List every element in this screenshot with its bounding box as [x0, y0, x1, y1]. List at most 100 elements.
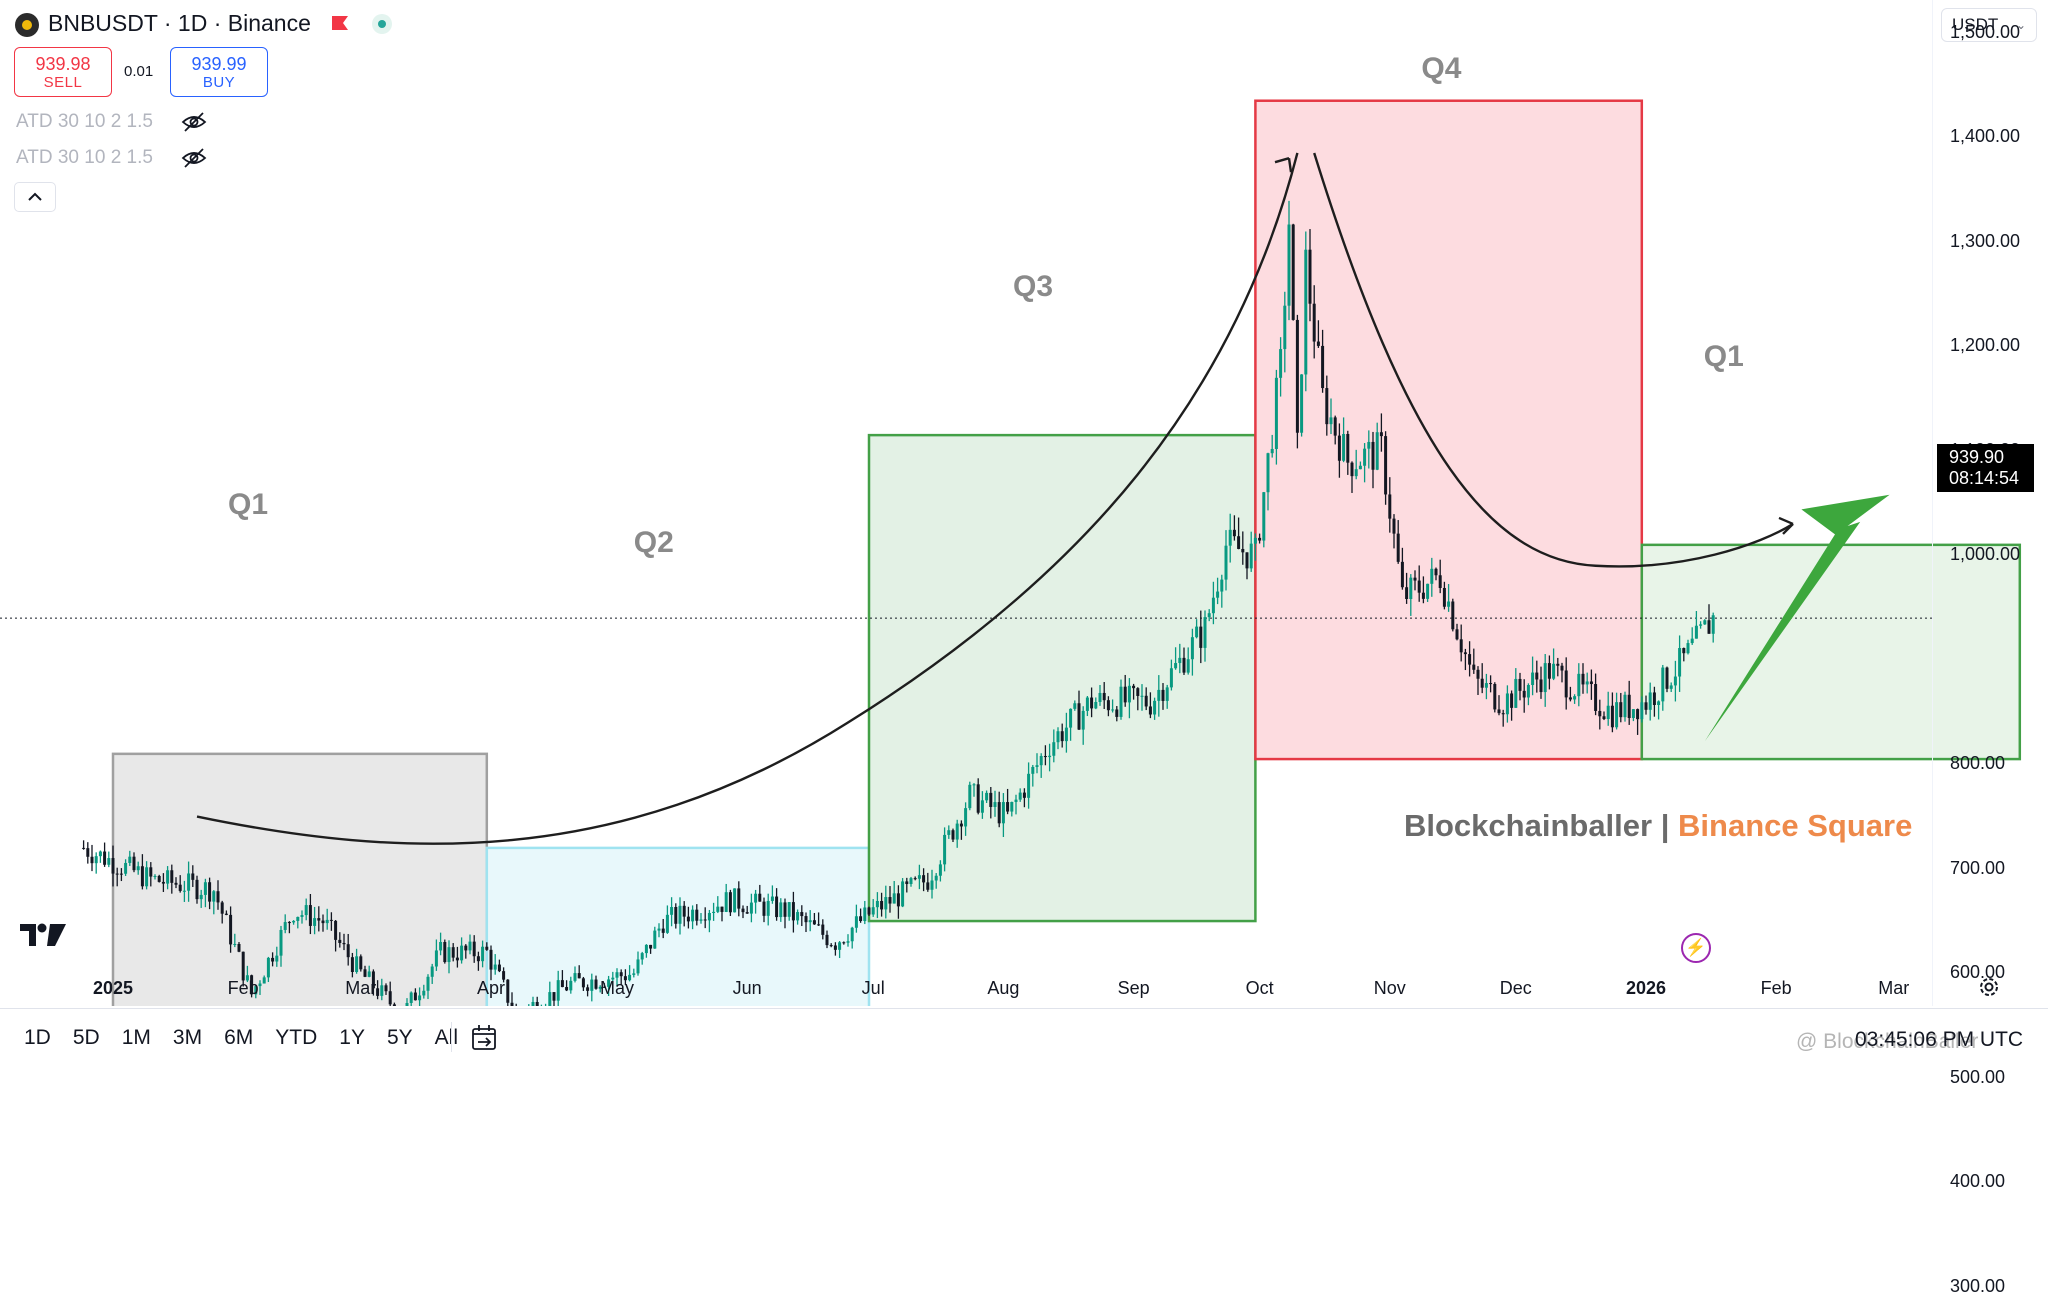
candle-body: [229, 914, 233, 945]
candle-body: [791, 902, 795, 921]
candle-body: [346, 944, 350, 958]
collapse-legend-button[interactable]: [14, 182, 56, 212]
candle-body: [817, 924, 821, 926]
candle-body: [1476, 669, 1480, 679]
candle-body: [573, 973, 577, 981]
range-button-5d[interactable]: 5D: [72, 1026, 100, 1049]
range-button-1m[interactable]: 1M: [121, 1026, 151, 1049]
range-button-all[interactable]: All: [434, 1026, 458, 1049]
eye-off-icon[interactable]: [181, 147, 207, 169]
tradingview-logo-icon[interactable]: [20, 922, 68, 948]
candle-body: [838, 942, 842, 950]
candle-body: [1279, 349, 1283, 378]
candle-body: [1228, 529, 1232, 546]
candle-body: [237, 943, 241, 952]
eye-off-icon[interactable]: [181, 111, 207, 133]
candle-body: [380, 985, 384, 996]
candle-body: [149, 867, 153, 877]
candle-body: [863, 907, 867, 922]
candle-body: [413, 992, 417, 1001]
candle-body: [359, 956, 363, 970]
candle-body: [132, 856, 136, 871]
candle-body: [1132, 685, 1136, 689]
candle-body: [854, 916, 858, 928]
candle-body: [1426, 583, 1430, 599]
watermark: Blockchainballer | Binance Square: [1404, 808, 1912, 844]
range-button-6m[interactable]: 6M: [224, 1026, 254, 1049]
range-button-ytd[interactable]: YTD: [275, 1026, 318, 1049]
range-button-5y[interactable]: 5Y: [386, 1026, 413, 1049]
candle-body: [745, 912, 749, 914]
sell-button[interactable]: 939.98 SELL: [14, 47, 112, 97]
candle-body: [1673, 676, 1677, 686]
indicator-legend-2[interactable]: ATD 30 10 2 1.5: [16, 147, 153, 168]
candle-body: [800, 912, 804, 917]
candle-body: [699, 919, 703, 921]
candle-body: [1627, 694, 1631, 718]
candle-body: [926, 882, 930, 890]
candle-body: [1434, 568, 1438, 576]
price-tick-label: 500.00: [1950, 1066, 2006, 1087]
gear-icon[interactable]: [1977, 975, 2001, 999]
quarter-box-3[interactable]: [867, 433, 1257, 923]
candle-body: [493, 964, 497, 970]
candle-body: [707, 912, 711, 921]
candle-body: [279, 929, 283, 956]
candle-body: [1573, 696, 1577, 700]
symbol-title[interactable]: BNBUSDT · 1D · Binance: [48, 10, 311, 36]
candle-body: [896, 893, 900, 907]
range-button-1d[interactable]: 1D: [24, 1026, 51, 1049]
candle-body: [182, 890, 186, 892]
candle-body: [787, 902, 791, 917]
fall-arc-arrow[interactable]: [1313, 152, 1794, 568]
fall-arrowhead[interactable]: [1778, 516, 1794, 535]
range-button-1y[interactable]: 1Y: [339, 1026, 365, 1049]
quarter-box-4[interactable]: [1254, 99, 1644, 761]
candle-body: [170, 870, 174, 883]
candle-body: [1619, 702, 1623, 718]
price-chart[interactable]: [0, 0, 2048, 1006]
candle-body: [1640, 702, 1644, 720]
candle-body: [611, 977, 615, 980]
candle-body: [1207, 613, 1211, 618]
candle-body: [187, 873, 191, 891]
candle-body: [812, 920, 816, 925]
date-range-icon[interactable]: [470, 1023, 500, 1053]
utc-clock[interactable]: 03:45:06 PM UTC: [1855, 1028, 2024, 1051]
watermark-platform: Binance Square: [1678, 808, 1913, 843]
candle-body: [1661, 667, 1665, 702]
quarter-box-2[interactable]: [485, 846, 871, 1006]
rise-arrowhead[interactable]: [1274, 157, 1293, 173]
quarter-box-5[interactable]: [1640, 543, 2022, 761]
candle-body: [1300, 374, 1304, 433]
lightning-icon[interactable]: ⚡: [1681, 933, 1711, 963]
candle-body: [938, 864, 942, 876]
candle-body: [1014, 799, 1018, 802]
buy-button[interactable]: 939.99 BUY: [170, 47, 268, 97]
candle-body: [1111, 709, 1115, 711]
quarter-box-1[interactable]: [111, 752, 489, 1006]
candle-body: [1430, 568, 1434, 584]
candle-body: [1577, 673, 1581, 697]
candle-body: [321, 920, 325, 924]
candle-body: [1409, 577, 1413, 600]
candle-body: [1371, 441, 1375, 470]
candle-body: [1547, 663, 1551, 679]
candle-body: [1186, 659, 1190, 673]
rise-arc-arrow[interactable]: [196, 152, 1299, 845]
candle-body: [1090, 697, 1094, 709]
candle-body: [1602, 716, 1606, 719]
range-button-3m[interactable]: 3M: [172, 1026, 203, 1049]
candle-body: [220, 902, 224, 914]
red-flag-icon[interactable]: [330, 14, 350, 32]
indicator-legend-1[interactable]: ATD 30 10 2 1.5: [16, 111, 153, 132]
candle-body: [1232, 529, 1236, 537]
candle-body: [363, 969, 367, 977]
currency-select[interactable]: USDT ⌄: [1941, 8, 2037, 42]
candle-body: [552, 992, 556, 1001]
time-axis-label: 2026: [1625, 978, 1667, 998]
chevron-down-icon: ⌄: [2015, 18, 2026, 32]
candle-body: [1539, 679, 1543, 693]
price-axis-divider: [1932, 0, 1933, 1006]
candle-body: [1010, 801, 1014, 812]
